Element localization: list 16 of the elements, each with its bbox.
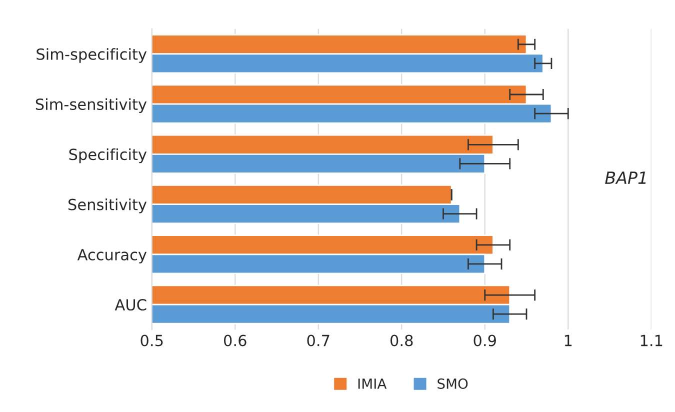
x-tick-label: 0.7 [307,334,330,346]
y-tick-label: Sim-specificity [36,48,147,63]
y-tick-label: Sensitivity [68,198,147,214]
y-tick-label: Sim-sensitivity [36,98,147,114]
x-tick-label: 0.9 [474,334,496,346]
y-tick-label: Specificity [69,148,147,164]
y-tick-label: Accuracy [77,249,147,264]
x-tick-label: 1.1 [640,334,662,346]
x-tick-label: 0.8 [390,334,413,346]
y-tick-label: AUC [114,299,146,311]
legend-label: IMIA [358,378,387,389]
legend-label: SMO [438,378,468,389]
x-tick-label: 0.5 [140,334,163,346]
x-tick-label: 1 [564,334,572,346]
x-tick-label: 0.6 [224,334,246,346]
annotation: BAP1 [605,172,646,184]
